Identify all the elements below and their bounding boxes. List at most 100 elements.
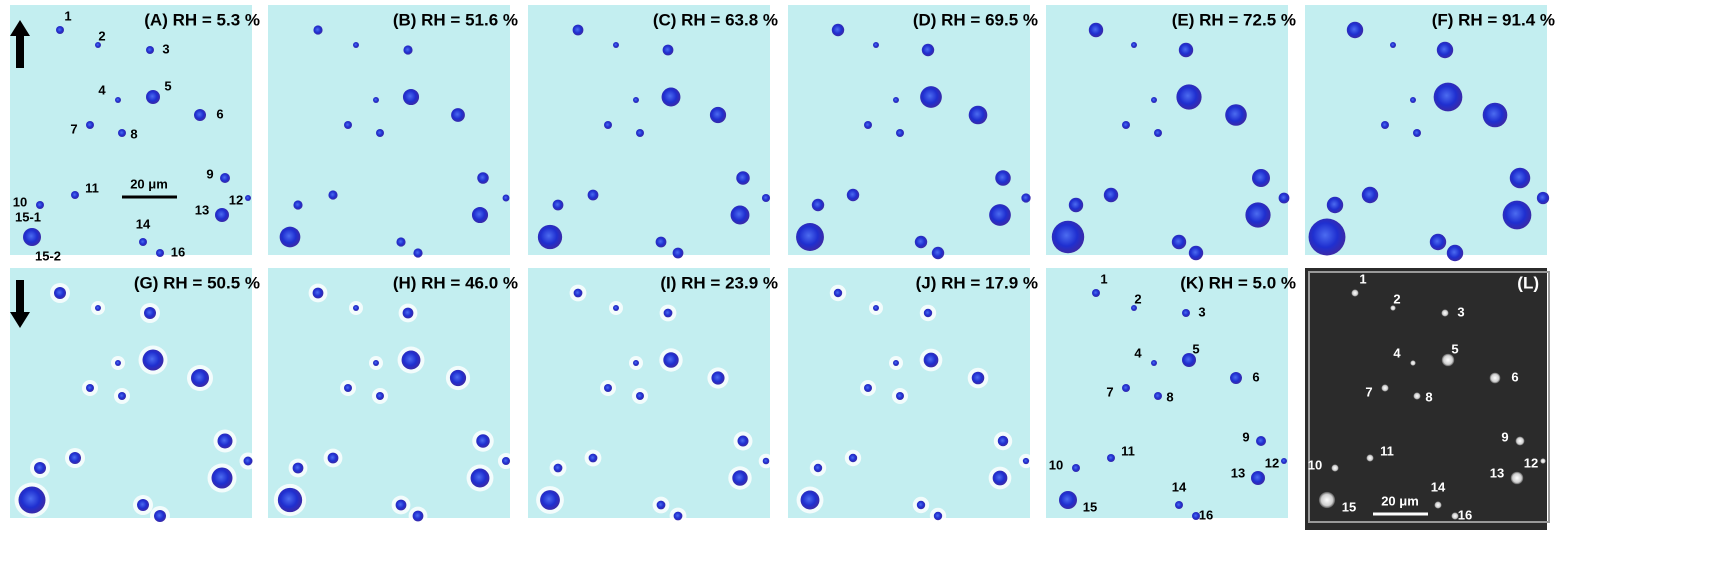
panel-title: (J) RH = 17.9 % [916,273,1038,292]
particle [997,435,1009,447]
particle-label: 14 [136,216,151,231]
particle [537,224,563,250]
particle [613,42,619,48]
panel-border [1308,271,1550,523]
particle [588,453,598,463]
arrow-up [10,20,30,68]
particle [1410,360,1416,366]
particle [1131,305,1137,311]
particle [730,205,750,225]
particle [191,369,209,387]
particle-label: 2 [1134,291,1141,306]
particle [95,305,101,311]
particle [1059,491,1077,509]
panel-title: (H) RH = 46.0 % [393,273,518,292]
particle-label: 9 [1501,429,1508,444]
particle [1245,202,1271,228]
particle [146,46,154,54]
particle [1176,84,1202,110]
particle [376,392,384,400]
particle [115,97,121,103]
particle [56,26,64,34]
particle [1390,42,1396,48]
particle [633,97,639,103]
particle [893,360,899,366]
arrow-down [10,280,30,328]
particle [402,88,420,106]
particle [277,487,303,513]
particle-label: 11 [1121,443,1135,458]
particle-label: 9 [206,166,213,181]
particle [279,226,301,248]
particle [476,434,490,448]
particle [1072,464,1080,472]
particle-label: 15-2 [35,248,61,263]
panel: (G) RH = 50.5 % [10,268,260,526]
particle-label: 9 [1242,429,1249,444]
particle [139,238,147,246]
particle [873,305,879,311]
particle [920,86,942,108]
particle [449,369,467,387]
panel: (D) RH = 69.5 % [788,5,1038,260]
particle [1326,196,1344,214]
particle [1178,42,1194,58]
particle [813,463,823,473]
particle [396,237,406,247]
particle [328,190,338,200]
particle [923,308,933,318]
particle [373,360,379,366]
particle [86,121,94,129]
particle [761,193,771,203]
particle [401,350,421,370]
particle [762,457,770,465]
particle [156,249,164,257]
particle [1051,220,1085,254]
particle [344,121,352,129]
panel-title: (D) RH = 69.5 % [913,10,1038,29]
particle [1151,97,1157,103]
particle-label: 6 [216,106,223,121]
particle [376,129,384,137]
particle [1318,491,1336,509]
particle [144,307,156,319]
particle [86,384,94,392]
panel-background [1046,268,1288,518]
panel-title: (A) RH = 5.3 % [144,10,260,29]
particle [811,198,825,212]
particle-label: 14 [1172,479,1187,494]
particle [604,384,612,392]
particle [451,108,465,122]
particle [1230,372,1242,384]
particle-label: 7 [70,121,77,136]
particle [344,384,352,392]
particle-label: 8 [1425,389,1432,404]
particle [1122,121,1130,129]
particle [245,195,251,201]
particle [1122,384,1130,392]
particle-label: 12 [229,192,243,207]
particle [1154,392,1162,400]
particle [501,456,511,466]
particle [402,307,414,319]
particle [211,467,233,489]
particle [1482,102,1508,128]
panel: (J) RH = 17.9 % [788,268,1038,525]
particle [71,191,79,199]
particle [572,24,584,36]
panel: (E) RH = 72.5 % [1046,5,1296,261]
particle [636,129,644,137]
particle [1022,457,1030,465]
panel-title: (C) RH = 63.8 % [653,10,778,29]
particle [1175,501,1183,509]
particle-label: 1 [1359,271,1366,286]
particle-label: 13 [195,202,209,217]
particle-label: 16 [1458,507,1472,522]
particle [1536,191,1550,205]
particle [243,456,253,466]
particle [1509,167,1531,189]
particle [313,25,323,35]
